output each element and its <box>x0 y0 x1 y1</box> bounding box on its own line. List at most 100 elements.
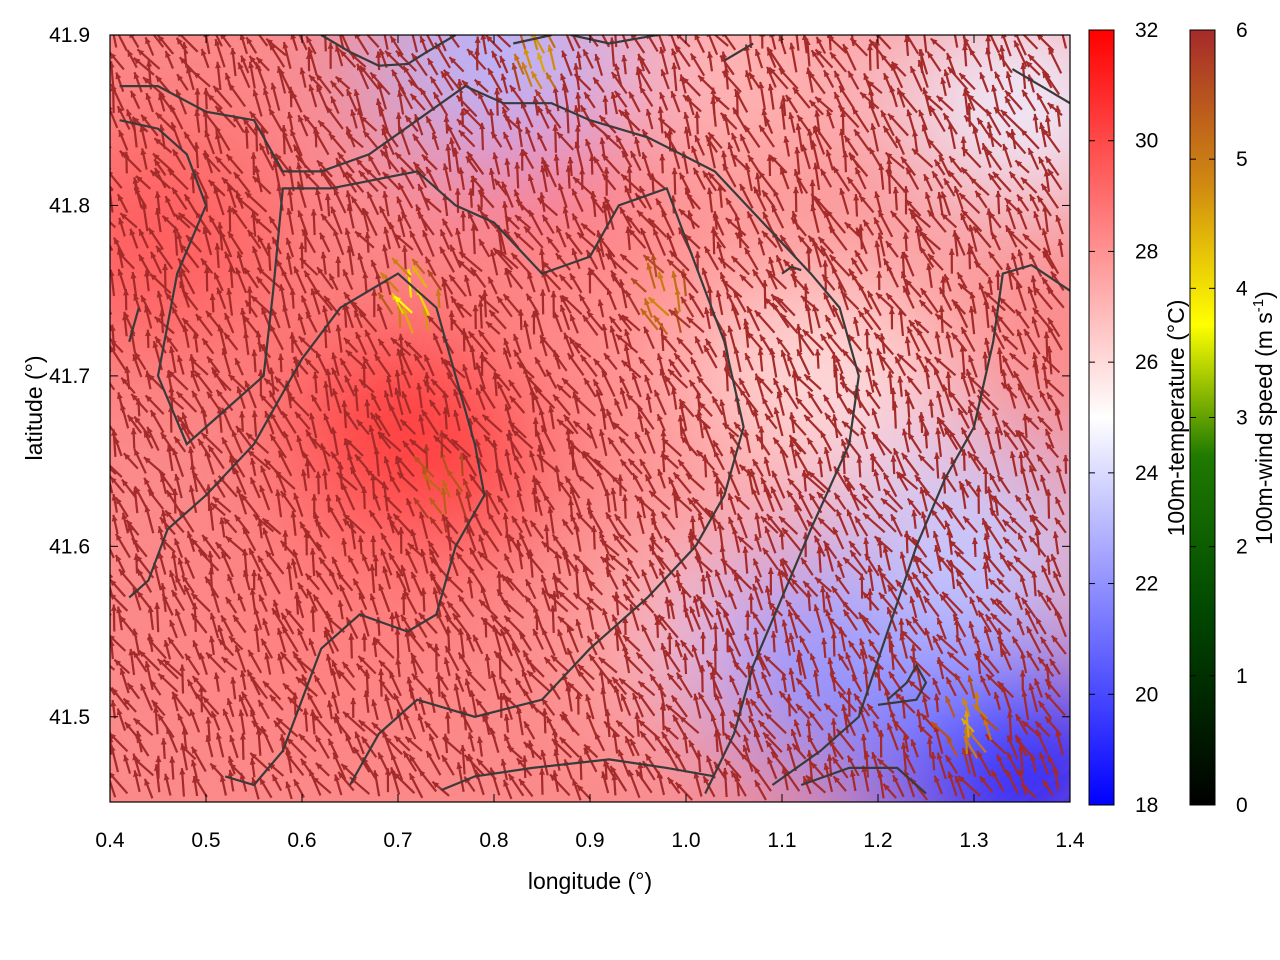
wind-vector <box>360 736 378 758</box>
wind-vector <box>842 609 858 631</box>
wind-vector <box>378 583 391 613</box>
wind-vector <box>472 634 484 655</box>
wind-vector <box>110 639 115 660</box>
wind-vector <box>936 617 947 640</box>
x-tick-label: 0.4 <box>95 829 125 852</box>
wind-speed-colorbar: 0 1 2 3 4 5 6 100m-wind speed (m s-1) <box>1189 19 1277 817</box>
wind-vector <box>1021 720 1038 735</box>
wind-vector <box>152 706 159 735</box>
wind-vector <box>423 720 439 739</box>
wind-vector <box>284 608 305 632</box>
wind-vector <box>528 702 547 719</box>
wind-vector <box>611 730 619 754</box>
wind-vector <box>900 629 922 652</box>
wind-vector <box>532 628 544 650</box>
wind-vector <box>755 691 772 713</box>
wind-vector <box>827 657 834 678</box>
wind-vector <box>1024 607 1039 635</box>
wind-vector <box>566 681 583 698</box>
wind-vector <box>228 635 244 651</box>
wind-vector <box>239 733 246 760</box>
wind-vector <box>598 656 618 674</box>
wind-vector <box>666 776 681 794</box>
wind-vector <box>893 691 916 714</box>
wind-vector <box>431 780 450 797</box>
wind-vector <box>624 735 635 757</box>
wind-vector <box>296 597 305 619</box>
colorbar-tick-label: 2 <box>1236 536 1248 559</box>
wind-vector <box>271 774 283 792</box>
wind-vector <box>697 691 715 718</box>
wind-vector <box>1011 636 1024 654</box>
wind-vector <box>634 712 641 737</box>
wind-vector <box>253 624 260 653</box>
wind-vector <box>952 613 967 638</box>
wind-vector <box>377 751 391 777</box>
wind-vector <box>332 716 352 740</box>
temperature-colorbar-gradient <box>1088 29 1115 806</box>
wind-vector <box>443 657 451 677</box>
wind-vector <box>311 776 332 794</box>
colorbar-tick-label: 28 <box>1135 240 1158 263</box>
wind-vector <box>119 667 130 694</box>
wind-vector <box>306 692 323 719</box>
wind-vector <box>541 708 548 734</box>
wind-vector <box>499 628 514 657</box>
wind-vector <box>126 682 141 700</box>
wind-vector <box>709 672 723 700</box>
wind-vector <box>830 631 837 657</box>
wind-vector <box>832 775 847 792</box>
wind-vector <box>810 761 825 778</box>
wind-vector <box>420 587 427 612</box>
wind-vector <box>637 719 658 738</box>
wind-vector <box>327 738 339 759</box>
wind-vector <box>849 769 857 792</box>
wind-vector <box>550 654 570 673</box>
wind-vector <box>464 678 472 697</box>
wind-vector <box>622 616 629 635</box>
wind-vector <box>110 573 114 579</box>
wind-vector <box>983 718 993 741</box>
wind-vector <box>974 652 995 678</box>
wind-vector <box>193 775 208 798</box>
wind-vector <box>936 659 958 679</box>
wind-vector <box>577 755 584 780</box>
wind-vector <box>476 758 497 781</box>
wind-vector <box>371 699 379 721</box>
wind-vector <box>490 614 512 638</box>
wind-vector <box>428 733 441 760</box>
wind-vector <box>693 693 702 719</box>
wind-vector <box>358 719 379 737</box>
wind-vector <box>752 627 760 651</box>
wind-vector <box>1006 711 1013 740</box>
wind-vector <box>700 632 707 655</box>
wind-vector <box>618 677 639 696</box>
wind-vector <box>285 753 305 776</box>
wind-vector <box>847 640 862 660</box>
wind-vector <box>723 732 742 755</box>
plot-area <box>110 35 1070 802</box>
wind-vector <box>477 736 484 757</box>
wind-vector <box>524 657 545 678</box>
wind-vector <box>1034 616 1047 635</box>
wind-vector <box>926 737 933 758</box>
wind-vector <box>622 634 641 652</box>
wind-vector <box>806 750 814 781</box>
wind-vector <box>968 620 976 640</box>
wind-vector <box>271 607 287 631</box>
wind-vector <box>521 669 533 694</box>
wind-vector <box>871 751 882 780</box>
wind-vector <box>805 719 812 738</box>
wind-vector <box>287 696 304 713</box>
wind-vector <box>418 612 438 635</box>
wind-vector <box>812 670 820 697</box>
wind-vector <box>1034 720 1051 738</box>
wind-vector <box>480 616 503 637</box>
wind-vector <box>961 697 971 716</box>
wind-vector <box>886 632 893 653</box>
wind-vector <box>813 604 824 633</box>
wind-vector <box>837 690 858 713</box>
wind-vector <box>661 731 677 755</box>
wind-vector <box>202 696 220 716</box>
